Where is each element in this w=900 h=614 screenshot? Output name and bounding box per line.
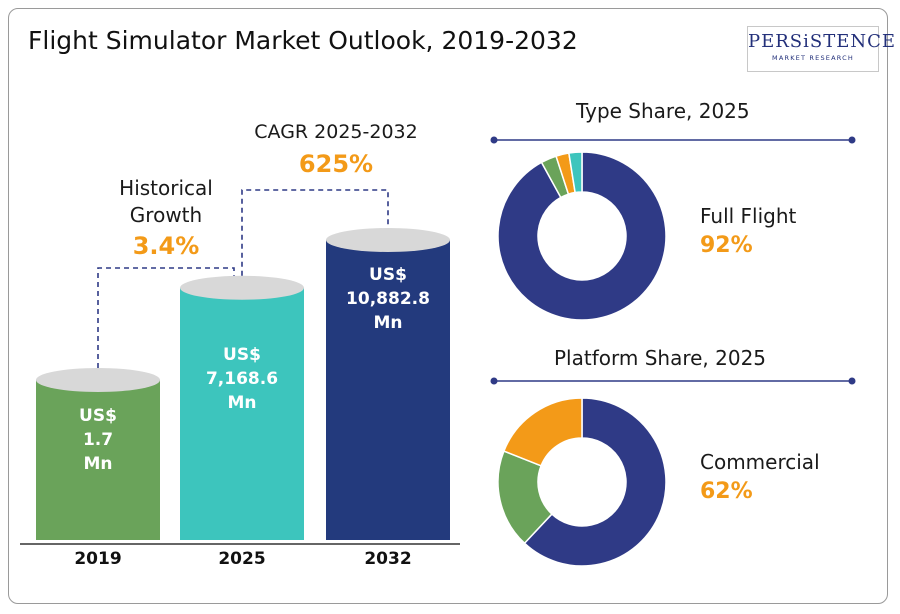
type-share-slice-4 [568,151,583,194]
historical-value: 3.4% [132,232,200,260]
cagr-value: 625% [298,150,374,178]
bar-label-2032-value: 10,882.8 [346,289,430,309]
bar-top-2019 [36,367,160,392]
bar-label-2025-currency: US$ [223,345,261,365]
bar-label-2032: US$ 10,882.8 Mn [326,263,450,335]
logo-word: PERSiSTENCE [748,31,897,52]
type-share-rule-dot-right [848,136,856,144]
bar-label-2025: US$ 7,168.6 Mn [180,343,304,415]
bar-label-2019-value: 1.7 [82,430,114,450]
frame-border [8,8,888,604]
historical-connector [97,267,235,368]
bar-label-2019-unit: Mn [83,454,113,474]
platform-share-highlight-value: 62% [700,479,753,504]
type-share-title: Type Share, 2025 [576,99,750,123]
company-logo: PERSiSTENCE MARKET RESEARCH [747,26,897,72]
bar-label-2032-unit: Mn [373,313,403,333]
type-share-rule-dot-left [490,136,498,144]
type-share-slice-1 [497,151,667,321]
bar-2019 [36,379,160,540]
bar-label-2019: US$ 1.7 Mn [36,404,160,476]
bar-top-2025 [180,275,304,300]
platform-share-slice-1 [523,397,667,567]
bar-2032 [326,240,450,540]
page-title: Flight Simulator Market Outlook, 2019-20… [28,26,578,55]
type-share-highlight-name: Full Flight [700,204,797,228]
historical-label-line1: Historical [119,176,213,200]
historical-label-line2: Growth [129,203,203,227]
type-share-highlight-value: 92% [700,233,753,258]
x-tick-2032: 2032 [364,549,412,569]
bar-2025 [180,287,304,540]
logo-subtitle: MARKET RESEARCH [772,54,854,62]
cagr-label: CAGR 2025-2032 [254,121,418,143]
bar-label-2025-value: 7,168.6 [205,369,279,389]
bar-top-2032 [326,228,450,252]
bar-label-2032-currency: US$ [369,265,407,285]
platform-share-slice-3 [502,397,583,467]
platform-share-rule-dot-left [490,377,498,385]
platform-share-title: Platform Share, 2025 [554,346,767,370]
x-tick-2025: 2025 [218,549,266,569]
x-tick-2019: 2019 [74,549,122,569]
platform-share-rule-dot-right [848,377,856,385]
platform-share-highlight-name: Commercial [700,450,820,474]
bar-label-2019-currency: US$ [79,406,117,426]
bar-label-2025-unit: Mn [227,393,257,413]
